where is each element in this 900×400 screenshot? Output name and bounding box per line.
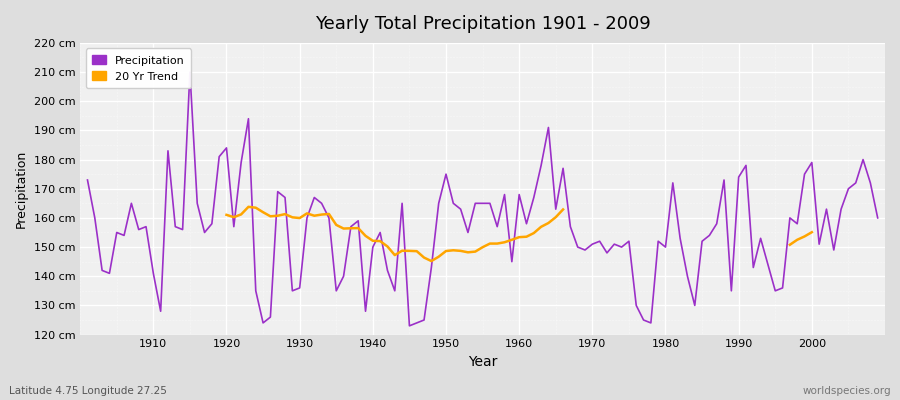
Text: Latitude 4.75 Longitude 27.25: Latitude 4.75 Longitude 27.25 bbox=[9, 386, 166, 396]
Y-axis label: Precipitation: Precipitation bbox=[15, 150, 28, 228]
Text: worldspecies.org: worldspecies.org bbox=[803, 386, 891, 396]
X-axis label: Year: Year bbox=[468, 355, 498, 369]
Title: Yearly Total Precipitation 1901 - 2009: Yearly Total Precipitation 1901 - 2009 bbox=[315, 15, 651, 33]
Legend: Precipitation, 20 Yr Trend: Precipitation, 20 Yr Trend bbox=[86, 48, 191, 88]
